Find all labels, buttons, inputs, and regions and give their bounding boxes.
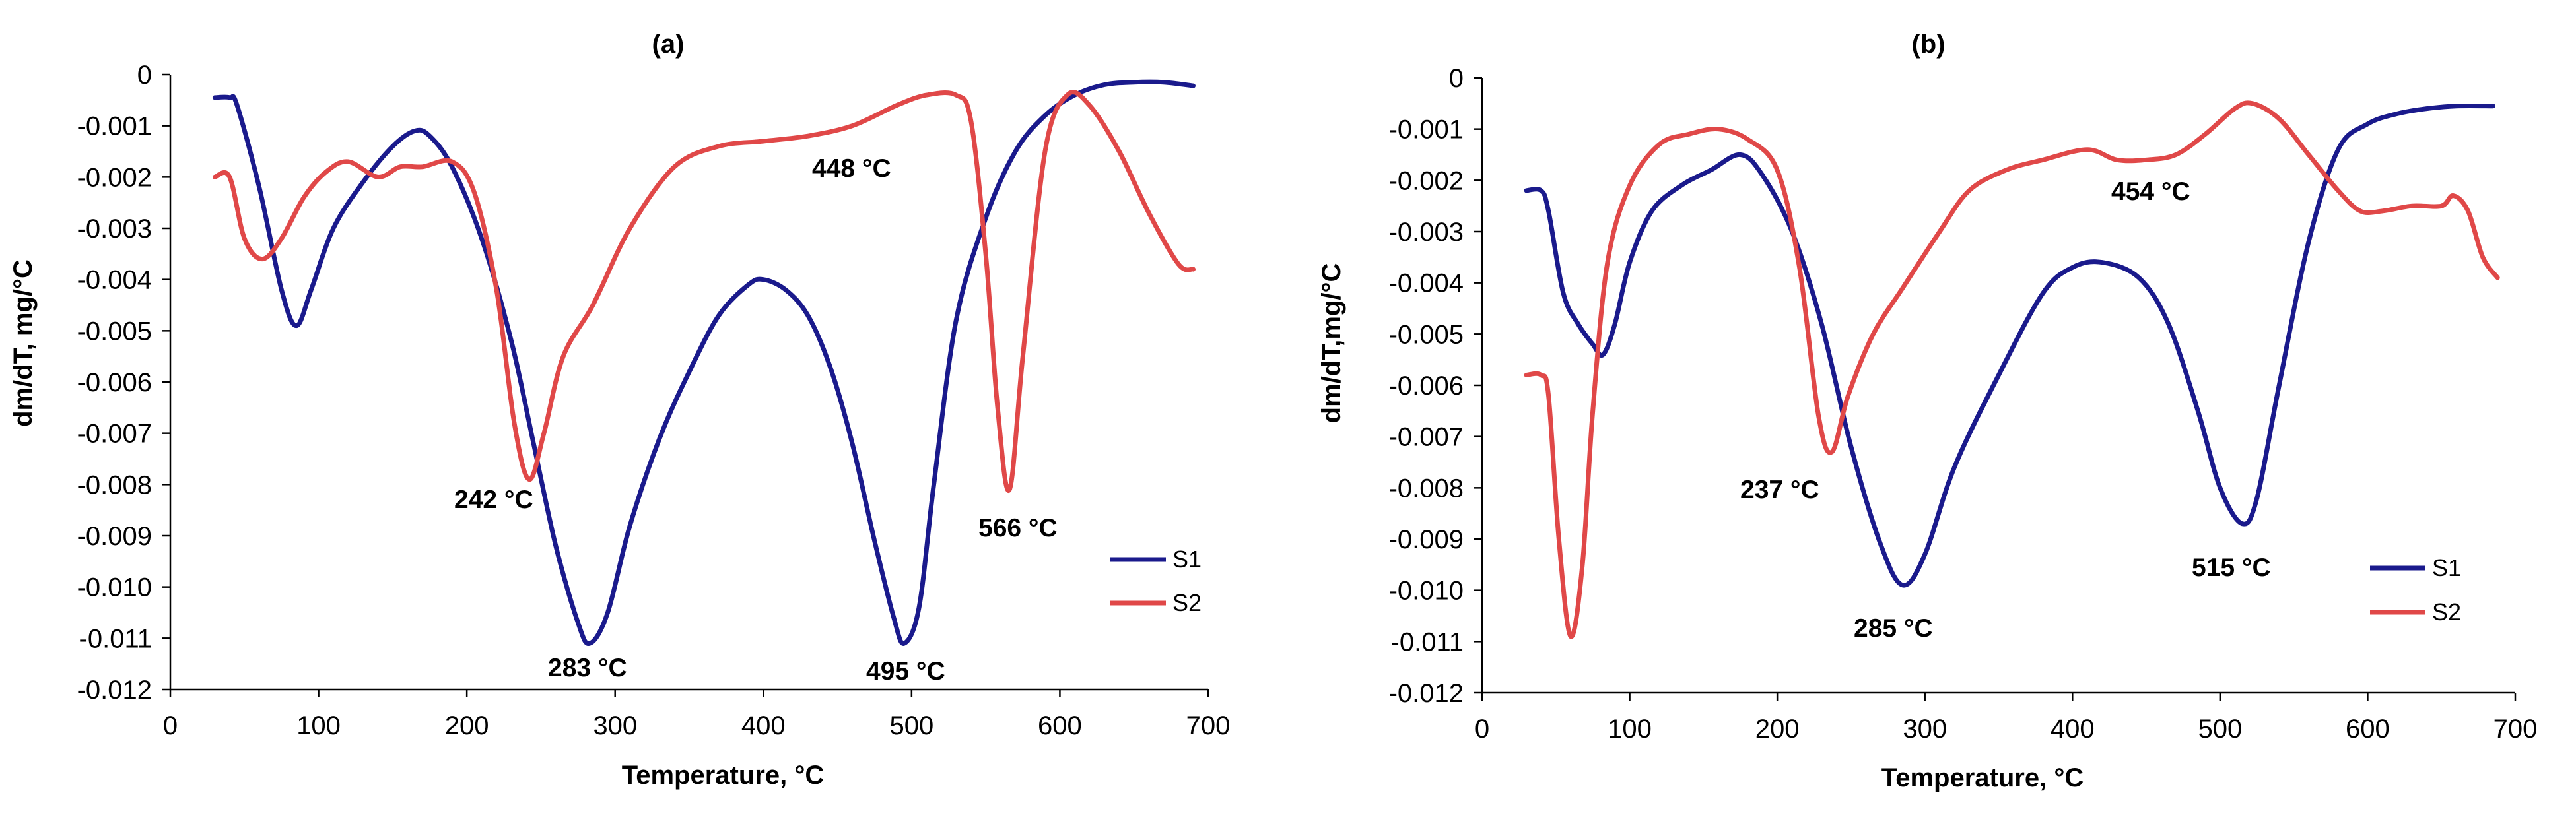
chart-a-y-tick-label: 0 <box>137 61 152 90</box>
chart-a-y-tick-label: -0.006 <box>77 368 152 397</box>
chart-a-series-s2-line <box>212 90 1196 494</box>
chart-b-x-axis: 0 100 200 300 400 500 600 700 <box>1475 691 2538 744</box>
chart-b-y-tick-label: -0.006 <box>1389 371 1464 400</box>
chart-a-y-axis: 0 -0.001 -0.002 -0.003 -0.004 -0.005 -0.006 -0.… <box>77 61 172 705</box>
chart-b-x-tick-label: 600 <box>2346 715 2390 744</box>
chart-a-annotation-283: 283 °C <box>548 654 627 682</box>
chart-a-x-tick-label: 500 <box>889 711 933 740</box>
chart-b: (b) 0 -0.001 -0.002 -0.003 -0.004 -0.005 -0.00… <box>1317 30 2537 792</box>
chart-a-y-tick-label: -0.007 <box>77 420 152 449</box>
chart-a-series <box>212 79 1196 646</box>
chart-b-title: (b) <box>1911 30 1945 59</box>
chart-a-annotation-448: 448 °C <box>812 154 891 183</box>
chart-b-y-tick-label: -0.009 <box>1389 525 1464 554</box>
chart-b-y-tick-label: -0.002 <box>1389 166 1464 195</box>
chart-b-series <box>1524 100 2500 639</box>
chart-a-x-tick-label: 200 <box>445 711 489 740</box>
chart-a-x-tick-label: 700 <box>1186 711 1231 740</box>
chart-b-series-s2-line <box>1524 100 2500 639</box>
chart-b-x-tick-label: 200 <box>1755 715 1800 744</box>
chart-b-y-tick-label: -0.008 <box>1389 474 1464 503</box>
chart-a-annotation-566: 566 °C <box>978 514 1058 542</box>
chart-b-legend-label-s2: S2 <box>2432 598 2461 625</box>
chart-a-xlabel: Temperature, °C <box>622 761 824 790</box>
chart-b-ylabel: dm/dT,mg/°C <box>1317 263 1346 424</box>
chart-b-legend-label-s1: S1 <box>2432 554 2461 581</box>
chart-b-xlabel: Temperature, °C <box>1881 763 2084 792</box>
chart-b-x-tick-label: 0 <box>1475 715 1489 744</box>
chart-b-annotation-454: 454 °C <box>2111 177 2190 206</box>
chart-a-annotation-495: 495 °C <box>866 657 945 686</box>
chart-b-annotation-285: 285 °C <box>1854 614 1933 643</box>
chart-a-x-tick-label: 100 <box>296 711 341 740</box>
chart-a-y-tick-label: -0.012 <box>77 676 152 705</box>
chart-a-legend-label-s1: S1 <box>1172 546 1202 573</box>
chart-b-annotation-515: 515 °C <box>2192 554 2271 582</box>
chart-a-y-tick-label: -0.009 <box>77 522 152 551</box>
chart-a: (a) 0 -0.001 -0.002 -0.003 -0.004 -0.005 -0.00… <box>9 30 1230 790</box>
chart-a-ylabel: dm/dT, mg/°C <box>9 259 38 427</box>
chart-b-y-tick-label: -0.003 <box>1389 218 1464 247</box>
chart-b-y-tick-label: -0.010 <box>1389 577 1464 606</box>
chart-a-x-tick-label: 600 <box>1038 711 1082 740</box>
chart-a-y-tick-label: -0.008 <box>77 470 152 499</box>
chart-a-y-tick-label: -0.001 <box>77 112 152 141</box>
chart-b-y-tick-label: -0.004 <box>1389 269 1464 298</box>
chart-b-x-tick-label: 300 <box>1903 715 1947 744</box>
chart-a-legend-label-s2: S2 <box>1172 589 1202 616</box>
chart-b-x-tick-label: 400 <box>2051 715 2095 744</box>
chart-b-x-tick-label: 700 <box>2493 715 2538 744</box>
chart-b-y-tick-label: -0.007 <box>1389 423 1464 452</box>
chart-b-y-axis: 0 -0.001 -0.002 -0.003 -0.004 -0.005 -0.006 -0.… <box>1389 64 1483 708</box>
chart-a-title: (a) <box>652 30 685 59</box>
chart-a-y-tick-label: -0.003 <box>77 214 152 243</box>
chart-a-y-tick-label: -0.004 <box>77 266 152 295</box>
chart-a-y-tick-label: -0.010 <box>77 573 152 602</box>
chart-b-y-tick-label: 0 <box>1449 64 1464 93</box>
chart-a-series-s1-line <box>212 79 1196 646</box>
chart-b-annotation-237: 237 °C <box>1740 476 1819 504</box>
chart-a-legend: S1 S2 <box>1110 546 1202 616</box>
chart-a-annotation-242: 242 °C <box>454 486 533 514</box>
chart-a-x-tick-label: 0 <box>163 711 178 740</box>
chart-b-series-s1-line <box>1524 103 2495 588</box>
chart-b-legend: S1 S2 <box>2370 554 2461 625</box>
chart-b-y-tick-label: -0.001 <box>1389 115 1464 144</box>
chart-b-y-tick-label: -0.005 <box>1389 320 1464 349</box>
chart-a-y-tick-label: -0.002 <box>77 163 152 192</box>
chart-a-x-tick-label: 400 <box>741 711 786 740</box>
chart-a-y-tick-label: -0.011 <box>79 624 152 653</box>
chart-b-y-tick-label: -0.012 <box>1389 679 1464 708</box>
chart-b-x-tick-label: 100 <box>1608 715 1652 744</box>
chart-b-y-tick-label: -0.011 <box>1391 627 1464 656</box>
chart-b-x-tick-label: 500 <box>2198 715 2242 744</box>
chart-a-x-tick-label: 300 <box>593 711 637 740</box>
chart-a-y-tick-label: -0.005 <box>77 317 152 346</box>
chart-a-x-axis: 0 100 200 300 400 500 600 700 <box>163 688 1231 740</box>
